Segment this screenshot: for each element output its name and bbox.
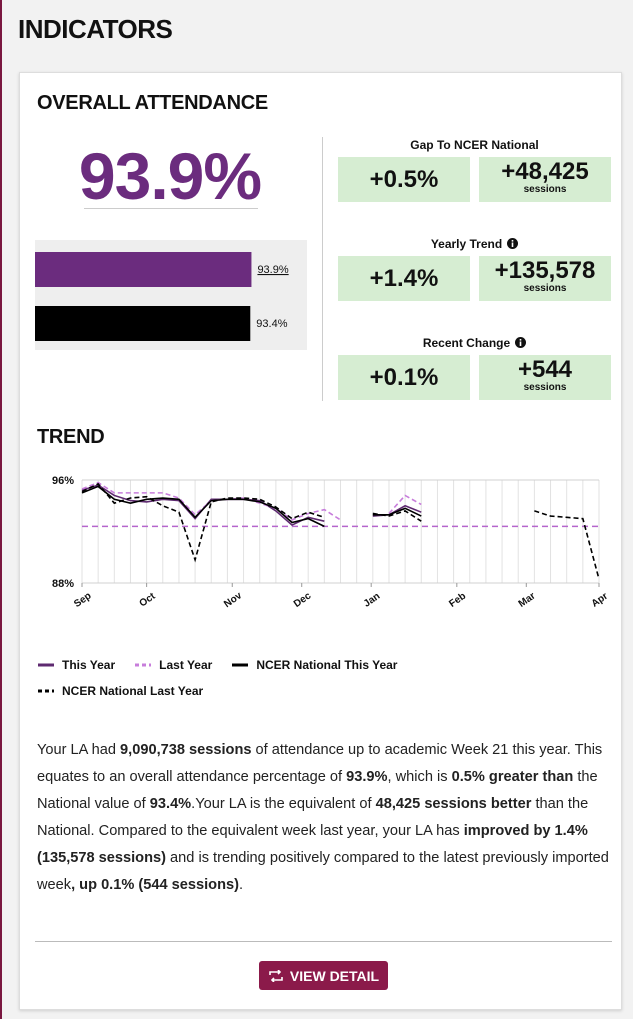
sessions-value: +48,425 <box>501 158 589 185</box>
percent-box: +0.1% <box>338 355 470 400</box>
x-tick-label: Jan <box>362 591 382 610</box>
sessions-value: +135,578 <box>494 257 596 284</box>
underline <box>84 208 258 209</box>
page-title: INDICATORS <box>18 14 173 44</box>
legend-item: Last Year <box>135 652 212 678</box>
summary-segment: Your LA had <box>37 742 121 758</box>
percent-box: +1.4% <box>338 256 470 301</box>
x-tick-label: Sep <box>72 590 93 610</box>
legend-swatch <box>38 663 54 667</box>
bar-chart: 93.9% 93.4% <box>35 240 307 350</box>
legend-swatch <box>135 663 152 667</box>
section-title: TREND <box>37 426 105 448</box>
y-tick-label: 96% <box>52 475 74 487</box>
x-tick-label: Mar <box>517 591 538 610</box>
legend-item: This Year <box>38 652 115 678</box>
value-label: 93.9% <box>257 264 288 276</box>
x-tick-label: Dec <box>292 590 314 610</box>
comparison-title-text: Recent Change <box>422 336 511 350</box>
x-tick-label: Feb <box>447 591 468 610</box>
percent-value: +1.4% <box>369 265 439 292</box>
summary-segment: 0.5% greater than <box>451 769 574 785</box>
summary-segment: 93.9% <box>346 769 388 785</box>
x-tick-label: Nov <box>222 590 244 610</box>
info-bar <box>511 242 514 247</box>
summary-segment: than the National. Compared to the equiv… <box>37 796 589 839</box>
series-line <box>81 485 422 528</box>
legend-label: NCER National Last Year <box>62 684 204 698</box>
percent-value: +0.5% <box>369 166 439 193</box>
divider <box>322 137 323 401</box>
percent-box: +0.5% <box>338 157 470 202</box>
value-label: 93.4% <box>256 318 287 330</box>
sessions-box: +48,425 sessions <box>479 157 611 202</box>
summary-text: Your LA had 9,090,738 sessions of attend… <box>37 737 612 899</box>
comparison-title: Recent Change <box>338 336 611 350</box>
info-bar <box>519 341 522 346</box>
summary-segment: 48,425 sessions better <box>375 796 532 812</box>
percent-value: +0.1% <box>369 364 439 391</box>
legend-swatch <box>232 663 249 667</box>
summary-segment: . <box>238 877 244 893</box>
sessions-value: +544 <box>517 356 573 383</box>
summary-segment: the National value of <box>37 769 598 812</box>
legend-label: NCER National This Year <box>256 658 398 672</box>
y-tick-label: 88% <box>52 578 74 590</box>
view-detail-button[interactable]: VIEW DETAIL <box>259 961 388 990</box>
summary-segment: , up 0.1% (544 sessions) <box>71 877 239 893</box>
comparison-title-text: Gap To NCER National <box>410 138 539 152</box>
sessions-unit: sessions <box>523 382 567 393</box>
legend-label: Last Year <box>159 658 213 672</box>
sessions-unit: sessions <box>523 184 567 195</box>
legend: This Year Last Year NCER National This Yea… <box>38 652 458 704</box>
summary-segment: improved by 1.4% (135,578 sessions) <box>37 823 588 866</box>
info-dot <box>519 339 522 341</box>
info-icon <box>507 238 519 249</box>
legend-swatch <box>38 689 54 693</box>
button-icon <box>269 969 283 982</box>
headline-value: 93.9% <box>78 139 262 213</box>
info-icon <box>515 337 527 348</box>
legend-label: This Year <box>62 658 116 672</box>
x-tick-label: Oct <box>138 591 159 610</box>
summary-segment: , which is <box>387 769 452 785</box>
sessions-box: +135,578 sessions <box>479 256 611 301</box>
comparison-title: Yearly Trend <box>338 237 611 251</box>
card <box>19 72 622 1010</box>
summary-segment: 9,090,738 sessions <box>120 742 252 758</box>
section-title: OVERALL ATTENDANCE <box>37 92 268 114</box>
legend-item: NCER National This Year <box>232 652 397 678</box>
series-line <box>81 484 422 527</box>
bar <box>35 306 251 341</box>
separator <box>35 941 612 942</box>
comparison-title-text: Yearly Trend <box>430 237 503 251</box>
legend-item: NCER National Last Year <box>38 678 203 704</box>
comparison-title: Gap To NCER National <box>338 138 611 152</box>
summary-segment: .Your LA is the equivalent of <box>191 796 376 812</box>
x-tick-label: Apr <box>590 591 611 610</box>
sessions-unit: sessions <box>523 283 567 294</box>
info-dot <box>511 240 514 242</box>
summary-segment: of attendance up to academic Week 21 thi… <box>37 742 603 785</box>
button-label: VIEW DETAIL <box>289 967 380 984</box>
series-line <box>81 482 600 580</box>
summary-segment: 93.4% <box>149 796 192 812</box>
sessions-box: +544 sessions <box>479 355 611 400</box>
bar <box>35 252 252 287</box>
line-chart: 96% 88%Sep Oct Nov Dec Jan Feb Mar Apr <box>52 475 611 610</box>
summary-segment: and is trending positively compared to t… <box>37 850 609 893</box>
